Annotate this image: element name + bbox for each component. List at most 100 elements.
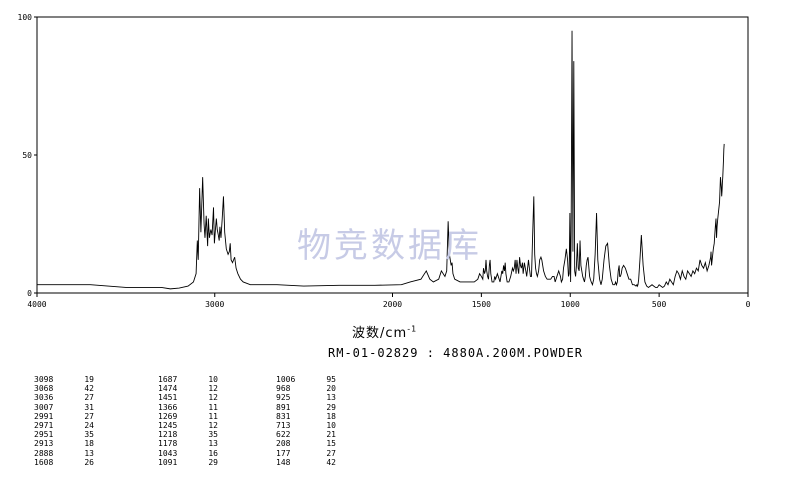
- x-tick-label: 1500: [472, 300, 491, 309]
- peak-intensity: 12: [208, 420, 218, 430]
- x-tick-label: 500: [652, 300, 667, 309]
- peak-row: 1218 35: [158, 430, 218, 439]
- peak-wavenumber: 1474: [158, 384, 178, 394]
- peak-row: 2991 27: [34, 412, 94, 421]
- peak-row: 3007 31: [34, 403, 94, 412]
- peak-intensity: 95: [326, 375, 336, 384]
- peak-row: 1451 12: [158, 393, 218, 402]
- peak-intensity: 12: [208, 393, 218, 403]
- peak-row: 1474 12: [158, 384, 218, 393]
- peak-intensity: 26: [84, 457, 94, 467]
- peak-intensity: 27: [84, 411, 94, 421]
- peak-row: 1687 10: [158, 375, 218, 384]
- peak-row: 148 42: [276, 458, 336, 467]
- peak-row: 3036 27: [34, 393, 94, 402]
- peak-column: 1687 10 1474 12 1451 12 1366 11 1269 11 1245 12 1218…: [158, 375, 218, 467]
- peak-wavenumber: 3098: [34, 375, 54, 384]
- peak-row: 968 20: [276, 384, 336, 393]
- peak-wavenumber: 148: [276, 457, 291, 467]
- x-axis: 4000 3000 2000 1500 1000 500 0: [27, 293, 751, 309]
- peak-row: 1269 11: [158, 412, 218, 421]
- peak-row: 2913 18: [34, 439, 94, 448]
- peak-wavenumber: 925: [276, 393, 291, 403]
- peak-intensity: 35: [84, 430, 94, 440]
- peak-intensity: 13: [208, 439, 218, 449]
- watermark: 物竞数据库: [297, 226, 482, 266]
- peak-intensity: 27: [84, 393, 94, 403]
- x-tick-label: 1000: [561, 300, 580, 309]
- peak-row: 2971 24: [34, 421, 94, 430]
- peak-wavenumber: 1687: [158, 375, 178, 384]
- peak-column: 3098 19 3068 42 3036 27 3007 31 2991 27 2971 24 2951…: [34, 375, 94, 467]
- x-tick-label: 2000: [383, 300, 402, 309]
- peak-intensity: 42: [326, 457, 336, 467]
- peak-row: 1608 26: [34, 458, 94, 467]
- peak-wavenumber: 3068: [34, 384, 54, 394]
- peak-wavenumber: 831: [276, 411, 291, 421]
- peak-intensity: 29: [326, 402, 336, 412]
- peak-intensity: 18: [84, 439, 94, 449]
- x-axis-label: 波数/cm-1: [352, 322, 417, 341]
- peak-row: 891 29: [276, 403, 336, 412]
- peak-intensity: 24: [84, 420, 94, 430]
- peak-wavenumber: 2971: [34, 420, 54, 430]
- peak-intensity: 29: [208, 457, 218, 467]
- peak-intensity: 19: [84, 375, 94, 384]
- peak-intensity: 10: [208, 375, 218, 384]
- peak-wavenumber: 2888: [34, 448, 54, 458]
- peak-row: 3068 42: [34, 384, 94, 393]
- peak-wavenumber: 2991: [34, 411, 54, 421]
- peak-wavenumber: 1043: [158, 448, 178, 458]
- peak-wavenumber: 1091: [158, 457, 178, 467]
- peak-intensity: 11: [208, 411, 218, 421]
- peak-row: 3098 19: [34, 375, 94, 384]
- peak-wavenumber: 968: [276, 384, 291, 394]
- peak-wavenumber: 1269: [158, 411, 178, 421]
- x-axis-label-superscript: -1: [407, 324, 418, 334]
- peak-row: 1245 12: [158, 421, 218, 430]
- peak-intensity: 35: [208, 430, 218, 440]
- peak-wavenumber: 1006: [276, 375, 296, 384]
- peak-wavenumber: 1366: [158, 402, 178, 412]
- peak-row: 622 21: [276, 430, 336, 439]
- peak-wavenumber: 2913: [34, 439, 54, 449]
- peak-row: 1091 29: [158, 458, 218, 467]
- peak-wavenumber: 713: [276, 420, 291, 430]
- peak-wavenumber: 1608: [34, 457, 54, 467]
- peak-wavenumber: 622: [276, 430, 291, 440]
- peak-row: 2951 35: [34, 430, 94, 439]
- peak-wavenumber: 891: [276, 402, 291, 412]
- peak-intensity: 18: [326, 411, 336, 421]
- peak-intensity: 15: [326, 439, 336, 449]
- peak-intensity: 21: [326, 430, 336, 440]
- peak-row: 1043 16: [158, 449, 218, 458]
- peak-intensity: 10: [326, 420, 336, 430]
- spectrum-line: [37, 30, 725, 290]
- peak-row: 177 27: [276, 449, 336, 458]
- peak-wavenumber: 208: [276, 439, 291, 449]
- peak-row: 1178 13: [158, 439, 218, 448]
- peak-wavenumber: 1218: [158, 430, 178, 440]
- peak-intensity: 20: [326, 384, 336, 394]
- x-tick-label: 4000: [27, 300, 46, 309]
- y-tick-label: 50: [22, 151, 32, 160]
- peak-wavenumber: 2951: [34, 430, 54, 440]
- peak-row: 2888 13: [34, 449, 94, 458]
- peak-wavenumber: 1451: [158, 393, 178, 403]
- peak-row: 925 13: [276, 393, 336, 402]
- peak-wavenumber: 3007: [34, 402, 54, 412]
- peak-wavenumber: 1178: [158, 439, 178, 449]
- y-axis: 0 50 100: [18, 13, 37, 298]
- sample-label: RM-01-02829 : 4880A.200M.POWDER: [328, 346, 583, 360]
- peak-intensity: 16: [208, 448, 218, 458]
- peak-row: 208 15: [276, 439, 336, 448]
- peak-wavenumber: 1245: [158, 420, 178, 430]
- x-tick-label: 0: [746, 300, 751, 309]
- peak-intensity: 11: [208, 402, 218, 412]
- peak-intensity: 13: [84, 448, 94, 458]
- peak-wavenumber: 177: [276, 448, 291, 458]
- peak-intensity: 13: [326, 393, 336, 403]
- peak-intensity: 27: [326, 448, 336, 458]
- peak-row: 831 18: [276, 412, 336, 421]
